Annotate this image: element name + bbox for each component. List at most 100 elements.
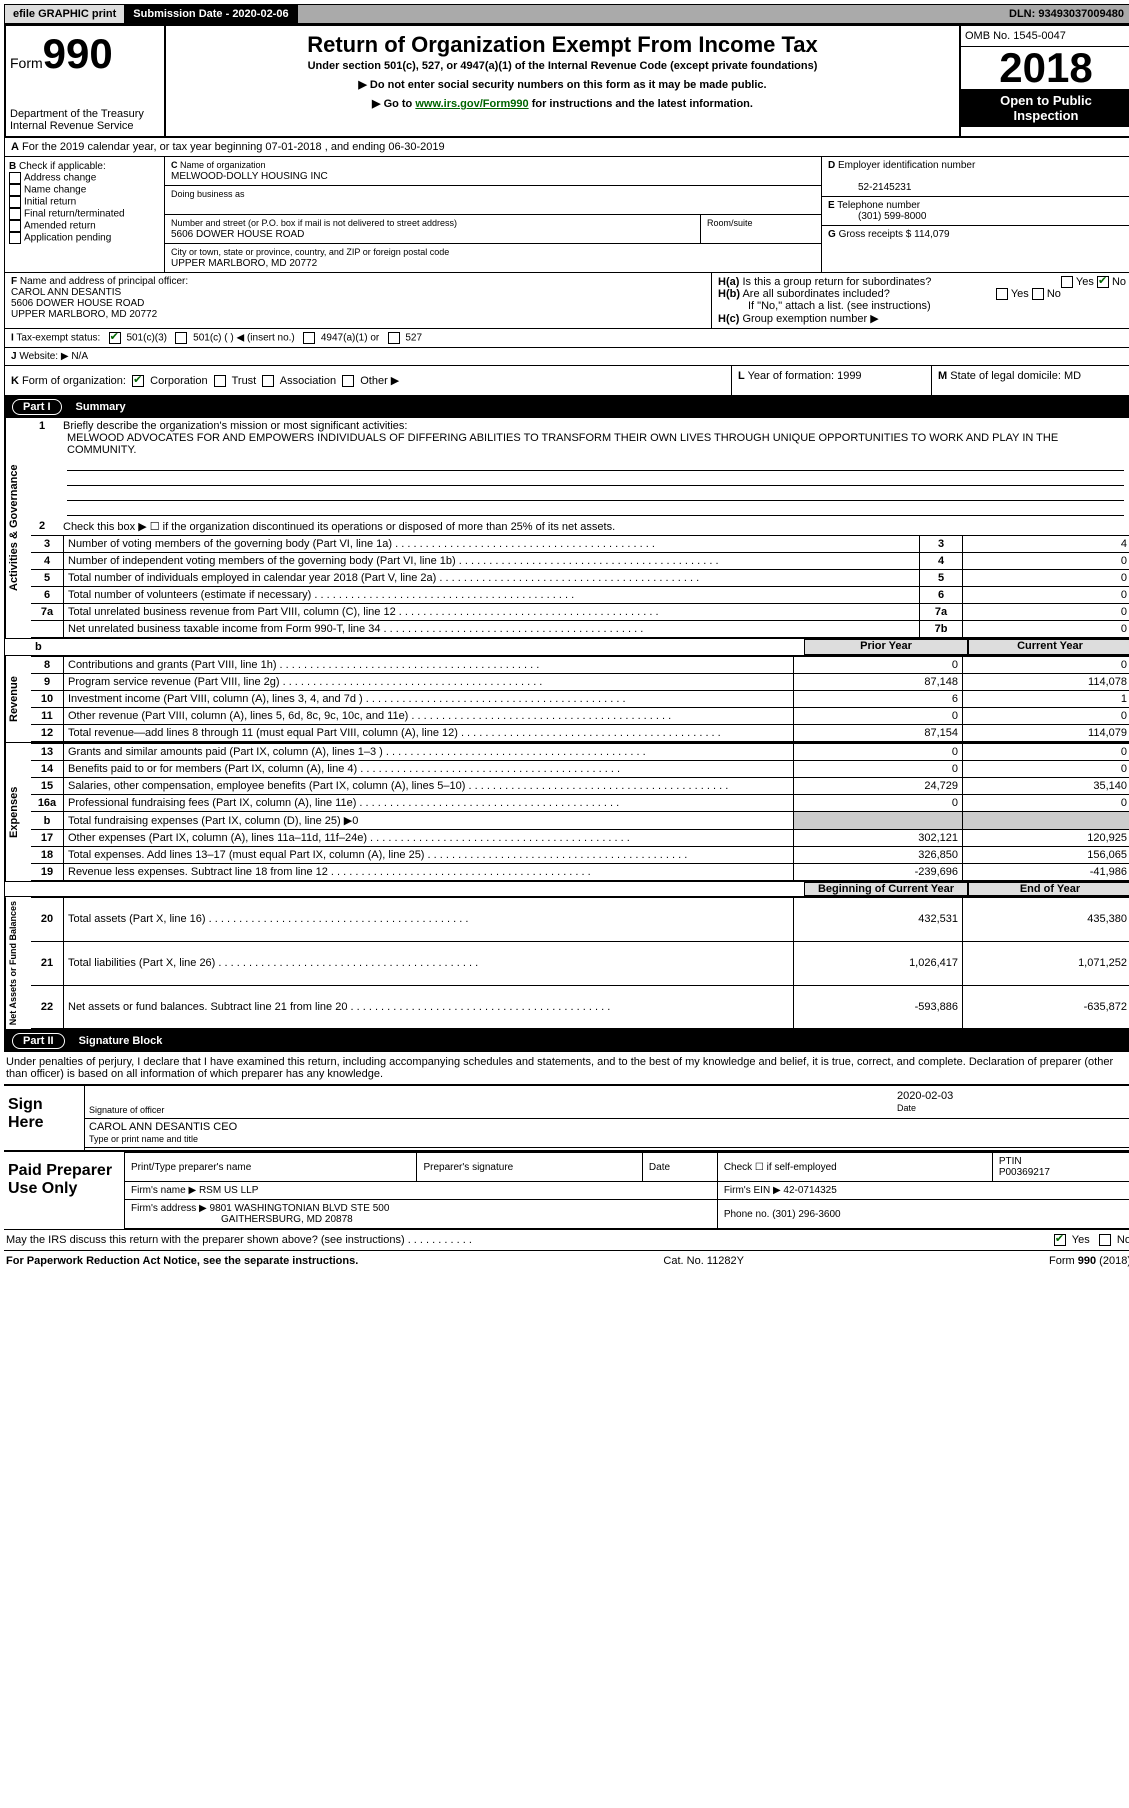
part-ii-label: Part II [12, 1033, 65, 1049]
header-center: Return of Organization Exempt From Incom… [166, 26, 961, 136]
ha-no[interactable] [1097, 276, 1109, 288]
section-ij: I Tax-exempt status: 501(c)(3) 501(c) ( … [4, 329, 1129, 366]
prep-sig-hdr: Preparer's signature [417, 1153, 642, 1182]
sig-date-value: 2020-02-03 [897, 1090, 953, 1102]
firm-ein: 42-0714325 [783, 1185, 836, 1196]
lbl-501c: 501(c) ( ) ◀ (insert no.) [193, 333, 295, 344]
org-name-cell: C Name of organization MELWOOD-DOLLY HOU… [165, 157, 821, 186]
tab-expenses: Expenses [5, 743, 31, 881]
lbl-4947: 4947(a)(1) or [321, 333, 379, 344]
opt-amended: Amended return [24, 221, 96, 232]
note-ssn: Do not enter social security numbers on … [170, 78, 955, 91]
section-d: D Employer identification number 52-2145… [822, 157, 1129, 197]
hdr-current-year: Current Year [968, 639, 1129, 655]
dba-cell: Doing business as [165, 186, 821, 215]
hb-note: If "No," attach a list. (see instruction… [718, 300, 931, 312]
domicile-value: MD [1064, 370, 1081, 382]
cb-trust[interactable] [214, 375, 226, 387]
dba-label: Doing business as [171, 189, 245, 199]
form-header: Form990 Department of the Treasury Inter… [4, 24, 1129, 138]
activities-governance: Activities & Governance 1 Briefly descri… [4, 418, 1129, 639]
preparer-table: Print/Type preparer's name Preparer's si… [124, 1152, 1129, 1229]
city-label: City or town, state or province, country… [171, 247, 449, 257]
dept-treasury: Department of the Treasury [10, 108, 160, 120]
part-i-bar: Part I Summary [4, 396, 1129, 418]
check-self-employed: Check ☐ if self-employed [717, 1153, 992, 1182]
section-h: H(a) Is this a group return for subordin… [712, 273, 1129, 328]
tax-year: 2018 [961, 47, 1129, 89]
table-row: 3Number of voting members of the governi… [31, 536, 1129, 553]
part-i-label: Part I [12, 399, 62, 415]
paid-preparer-label: Paid Preparer Use Only [4, 1152, 124, 1229]
gov-table: 3Number of voting members of the governi… [31, 535, 1129, 638]
top-bar: efile GRAPHIC print Submission Date - 20… [4, 4, 1129, 24]
b-heading: Check if applicable: [19, 161, 106, 172]
hdr-begin-year: Beginning of Current Year [804, 882, 968, 896]
firm-addr1: 9801 WASHINGTONIAN BLVD STE 500 [210, 1203, 390, 1214]
section-g: G Gross receipts $ 114,079 [822, 226, 1129, 243]
opt-pending: Application pending [24, 233, 111, 244]
prep-date-hdr: Date [642, 1153, 717, 1182]
cb-initial-return[interactable] [9, 196, 21, 208]
cb-501c3[interactable] [109, 332, 121, 344]
cb-501c[interactable] [175, 332, 187, 344]
cb-4947[interactable] [303, 332, 315, 344]
ein-label: Employer identification number [838, 160, 975, 171]
cb-address-change[interactable] [9, 172, 21, 184]
room-cell: Room/suite [701, 215, 821, 244]
table-row: 21Total liabilities (Part X, line 26)1,0… [31, 941, 1129, 985]
form-label-footer: Form 990 (2018) [1049, 1255, 1129, 1267]
hb-no[interactable] [1032, 288, 1044, 300]
cb-corp[interactable] [132, 375, 144, 387]
dln: DLN: 93493037009480 [1001, 5, 1129, 23]
officer-name-value: CAROL ANN DESANTIS CEO [89, 1121, 237, 1133]
opt-initial: Initial return [24, 197, 76, 208]
penalty-text: Under penalties of perjury, I declare th… [4, 1052, 1129, 1084]
na-header: Beginning of Current Year End of Year [4, 882, 1129, 897]
hdr-end-year: End of Year [968, 882, 1129, 896]
opt-address-change: Address change [24, 173, 96, 184]
irs-link[interactable]: www.irs.gov/Form990 [415, 98, 528, 110]
opt-name-change: Name change [24, 185, 86, 196]
website-label: Website: ▶ [19, 351, 68, 362]
line1-label: Briefly describe the organization's miss… [63, 420, 407, 432]
form-subtitle: Under section 501(c), 527, or 4947(a)(1)… [170, 60, 955, 72]
firm-name: RSM US LLP [199, 1185, 258, 1196]
table-row: 7aTotal unrelated business revenue from … [31, 604, 1129, 621]
sig-officer-label: Signature of officer [89, 1105, 164, 1115]
street-cell: Number and street (or P.O. box if mail i… [165, 215, 701, 244]
hb-yes[interactable] [996, 288, 1008, 300]
cb-527[interactable] [388, 332, 400, 344]
firm-phone-label: Phone no. [724, 1209, 770, 1220]
cb-app-pending[interactable] [9, 232, 21, 244]
hc-label: Group exemption number ▶ [742, 313, 878, 325]
efile-label: efile GRAPHIC print [5, 5, 125, 23]
inspection-1: Open to Public [1000, 93, 1092, 108]
tax-status-label: Tax-exempt status: [16, 333, 100, 344]
expenses-section: Expenses 13Grants and similar amounts pa… [4, 743, 1129, 882]
cb-other[interactable] [342, 375, 354, 387]
section-bcdefg: B Check if applicable: Address change Na… [4, 157, 1129, 273]
section-m: M State of legal domicile: MD [932, 366, 1129, 395]
discuss-no[interactable] [1099, 1234, 1111, 1246]
ha-yes[interactable] [1061, 276, 1073, 288]
cb-final-return[interactable] [9, 208, 21, 220]
sig-date-label: Date [897, 1103, 916, 1113]
check-if-label: Check ☐ if self-employed [724, 1162, 837, 1173]
form-label: Form [10, 55, 43, 71]
line-a-text: For the 2019 calendar year, or tax year … [22, 141, 445, 153]
header-right: OMB No. 1545-0047 2018 Open to Public In… [961, 26, 1129, 136]
website-value: N/A [71, 351, 88, 362]
sign-here: Sign Here [4, 1086, 84, 1150]
opt-final: Final return/terminated [24, 209, 125, 220]
firm-addr2: GAITHERSBURG, MD 20878 [131, 1214, 353, 1225]
discuss-yes[interactable] [1054, 1234, 1066, 1246]
cb-assoc[interactable] [262, 375, 274, 387]
phone-label: Telephone number [837, 200, 920, 211]
hdr-prior-year: Prior Year [804, 639, 968, 655]
cb-amended[interactable] [9, 220, 21, 232]
officer-city: UPPER MARLBORO, MD 20772 [11, 309, 157, 320]
table-row: 10Investment income (Part VIII, column (… [31, 691, 1129, 708]
officer-label: Name and address of principal officer: [20, 276, 188, 287]
cb-name-change[interactable] [9, 184, 21, 196]
